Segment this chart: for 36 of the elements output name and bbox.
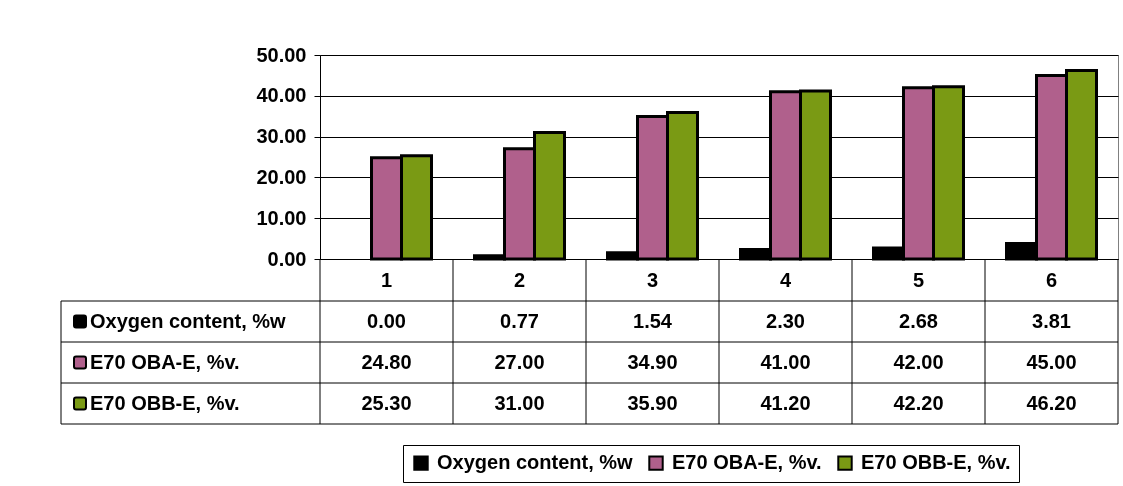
x-tick-label: 3 [646, 268, 659, 291]
data-label: 35.90 [627, 391, 678, 414]
data-label: 2.30 [766, 309, 805, 332]
y-tick-label: 50.00 [256, 43, 307, 66]
data-label: 2.68 [899, 309, 938, 332]
x-tick-label: 4 [779, 268, 792, 291]
x-tick-label: 2 [513, 268, 526, 291]
data-label: 0.00 [367, 309, 406, 332]
data-label: 41.00 [760, 350, 811, 373]
data-label: 1.54 [633, 309, 673, 332]
legend-label: Oxygen content, %w [437, 451, 634, 474]
data-label: 46.20 [1026, 391, 1077, 414]
data-label: 0.77 [500, 309, 539, 332]
data-label: 3.81 [1032, 309, 1071, 332]
y-tick-label: 40.00 [256, 84, 307, 107]
text: Oxygen content, %w [90, 309, 286, 332]
data-label: 34.90 [627, 350, 678, 373]
text: E70 OBB-E, %v. [90, 391, 240, 414]
data-label: 41.20 [760, 391, 811, 414]
legend-label: E70 OBB-E, %v. [861, 451, 1011, 474]
x-tick-label: 1 [380, 268, 393, 291]
data-label: 27.00 [494, 350, 545, 373]
data-label: 42.20 [893, 391, 944, 414]
data-label: 25.30 [361, 391, 412, 414]
y-tick-label: 30.00 [256, 125, 307, 148]
data-label: 24.80 [361, 350, 412, 373]
y-tick-label: 0.00 [267, 247, 307, 270]
y-tick-label: 10.00 [256, 206, 307, 229]
data-label: 31.00 [494, 391, 545, 414]
data-label: 42.00 [893, 350, 944, 373]
x-tick-label: 6 [1045, 268, 1058, 291]
legend-label: E70 OBA-E, %v. [90, 350, 240, 373]
x-tick-label: 5 [912, 268, 925, 291]
text: E70 OBA-E, %v. [672, 451, 822, 474]
y-tick-label: 20.00 [256, 165, 307, 188]
data-label: 45.00 [1026, 350, 1077, 373]
